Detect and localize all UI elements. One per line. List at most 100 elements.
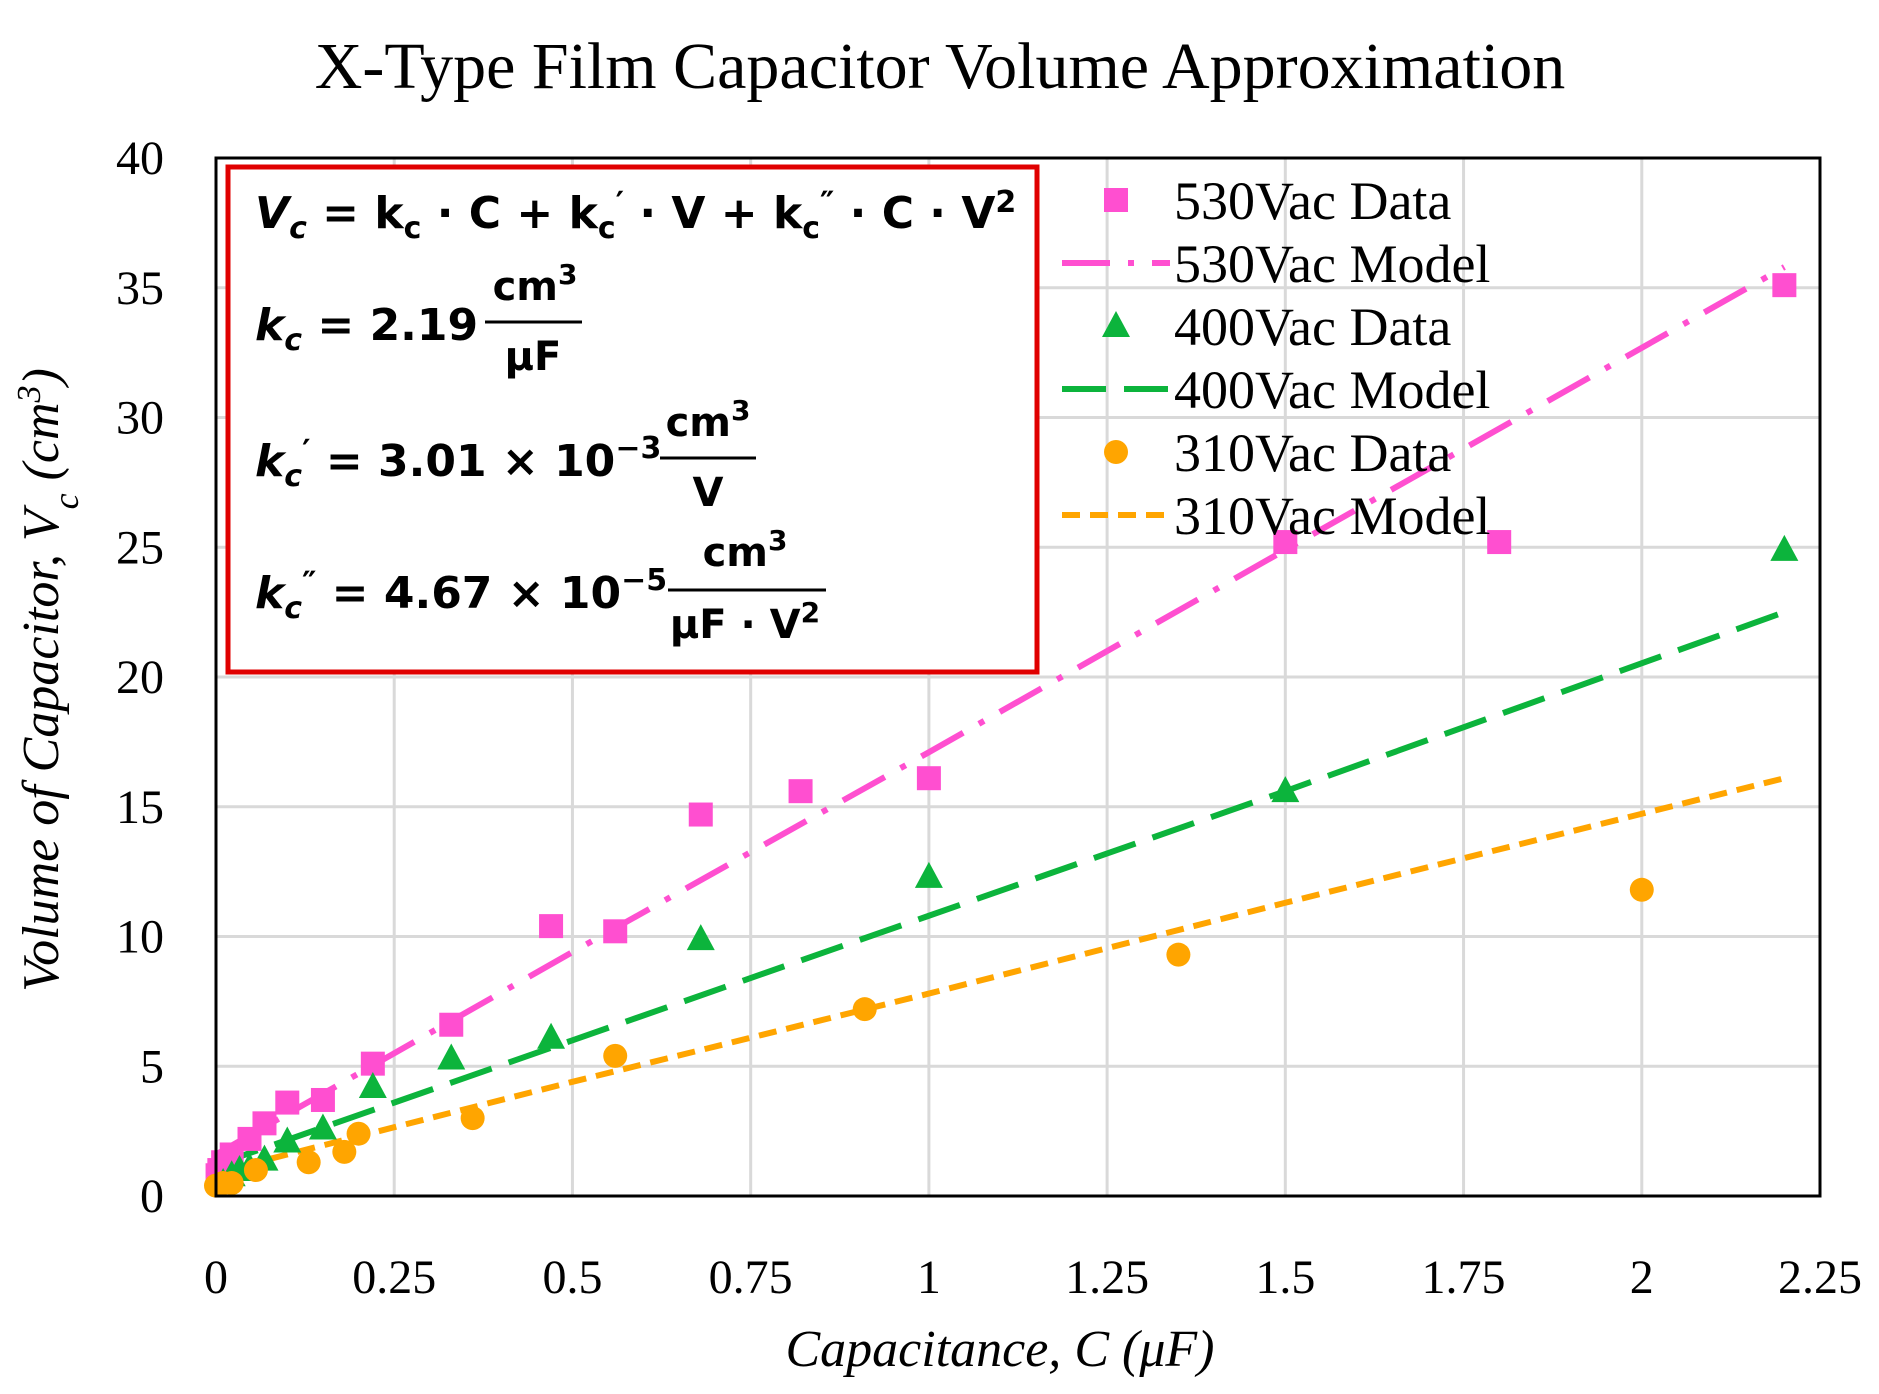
kc-sub: c	[284, 323, 302, 358]
data-point-triangle	[273, 1126, 302, 1153]
legend-label: 310Vac Data	[1174, 423, 1451, 483]
eq-lhs-sub: c	[289, 211, 307, 246]
data-point-square	[539, 914, 564, 939]
kc-num: cm	[493, 264, 558, 310]
model-line-310	[215, 775, 1786, 1176]
legend-marker-square	[1104, 188, 1128, 212]
x-tick-label: 0.75	[709, 1251, 793, 1304]
data-point-circle	[1166, 942, 1191, 967]
kcpp-value: = 4.67 × 10	[316, 568, 621, 619]
plot-frame	[214, 156, 1822, 1198]
kc-value: = 2.19	[302, 300, 478, 351]
data-point-square	[1273, 530, 1298, 555]
data-point-circle	[346, 1121, 371, 1146]
data-point-square	[1487, 530, 1512, 555]
legend-label: 400Vac Data	[1174, 297, 1451, 357]
eq-t3-prime: ″	[820, 184, 834, 222]
y-tick-label: 30	[116, 392, 164, 445]
eq-t2-prime: ′	[616, 184, 624, 222]
y-tick-labels: 0 5 10 15 20 25 30 35 40	[116, 132, 164, 1223]
kc-den: μF	[505, 334, 562, 380]
data-point-triangle	[537, 1022, 566, 1049]
y-axis-label-var: V	[13, 504, 70, 541]
data-point-triangle	[308, 1113, 337, 1140]
y-tick-label: 10	[116, 911, 164, 964]
kc-name: k	[255, 300, 287, 351]
y-tick-label: 0	[140, 1170, 164, 1223]
data-point-circle	[243, 1158, 268, 1183]
data-point-square	[1772, 273, 1797, 298]
x-axis-label-unit: (μF)	[1109, 1321, 1215, 1378]
eq-t3: · C · V	[834, 188, 995, 239]
eq-t3-sub: c	[802, 211, 820, 246]
data-point-triangle	[437, 1043, 466, 1070]
kcpp-num: cm	[703, 530, 768, 576]
x-axis-label-var: C	[1074, 1321, 1110, 1378]
kcp-num-sup: 3	[731, 394, 750, 427]
eq-t3-sup: 2	[995, 185, 1016, 220]
legend-label: 400Vac Model	[1174, 360, 1490, 420]
legend-label: 310Vac Model	[1174, 486, 1490, 546]
x-tick-label: 1	[917, 1251, 941, 1304]
equation-main: Vc = kc · C + kc′ · V + kc″ · C · V2	[255, 184, 1016, 246]
data-point-triangle	[358, 1072, 387, 1099]
equation-kc: kc = 2.19 cm3 μF	[255, 258, 582, 380]
data-point-square	[603, 919, 628, 944]
chart-title: X-Type Film Capacitor Volume Approximati…	[315, 30, 1566, 103]
x-tick-labels: 0 0.25 0.5 0.75 1 1.25 1.5 1.75 2 2.25	[204, 1251, 1862, 1304]
x-tick-label: 0.5	[542, 1251, 602, 1304]
y-axis-label-sub: c	[46, 493, 86, 509]
kcpp-sub: c	[284, 591, 302, 626]
data-point-square	[252, 1111, 277, 1136]
kcp-num: cm	[666, 400, 731, 446]
data-point-circle	[852, 997, 877, 1022]
equation-kc-prime: kc′ = 3.01 × 10−3 cm3 V	[255, 394, 756, 516]
data-point-circle	[460, 1106, 485, 1131]
x-axis-label: Capacitance, C (μF)	[785, 1321, 1214, 1378]
eq-lhs: V	[255, 188, 292, 239]
data-point-square	[916, 766, 941, 791]
data-point-square	[360, 1051, 385, 1076]
y-axis-label: Volume of Capacitor, Vc (cm3)	[11, 368, 87, 992]
x-tick-label: 0.25	[352, 1251, 436, 1304]
y-axis-label-unit-sup: 3	[11, 385, 48, 403]
equation-kc-double-prime: kc″ = 4.67 × 10−5 cm3 μF · V2	[255, 524, 826, 648]
svg-text:cm3: cm3	[703, 524, 788, 576]
data-point-square	[310, 1087, 335, 1112]
eq-t1: · C + k	[421, 188, 599, 239]
y-tick-label: 5	[140, 1040, 164, 1093]
svg-text:kc = 2.19: kc = 2.19	[255, 300, 478, 358]
x-axis-label-main: Capacitance,	[785, 1321, 1074, 1378]
kcp-sub: c	[284, 459, 302, 494]
data-point-square	[439, 1012, 464, 1037]
eq-t2-sub: c	[598, 211, 616, 246]
x-tick-label: 1.75	[1422, 1251, 1506, 1304]
x-tick-label: 1.25	[1065, 1251, 1149, 1304]
x-tick-label: 2	[1630, 1251, 1654, 1304]
data-point-triangle	[686, 924, 715, 951]
y-tick-label: 20	[116, 651, 164, 704]
kcpp-name: k	[255, 568, 287, 619]
legend-label: 530Vac Model	[1174, 234, 1490, 294]
svg-text:μF · V2: μF · V2	[670, 596, 820, 648]
kcpp-den-sup: 2	[801, 596, 820, 629]
legend-label: 530Vac Data	[1174, 171, 1451, 231]
data-point-triangle	[1271, 776, 1300, 803]
data-point-circle	[219, 1171, 244, 1196]
kcpp-prime: ″	[302, 564, 316, 602]
y-axis-label-unit-open: (cm	[13, 402, 70, 493]
data-point-square	[688, 802, 713, 827]
legend-marker-circle	[1104, 440, 1128, 464]
x-tick-label: 0	[204, 1251, 228, 1304]
kcp-name: k	[255, 436, 287, 487]
kcp-prime: ′	[302, 432, 310, 470]
data-point-square	[275, 1090, 300, 1115]
y-axis-label-unit-close: )	[13, 368, 70, 388]
kc-num-sup: 3	[558, 258, 577, 291]
kcpp-exp: −5	[621, 563, 667, 598]
data-point-circle	[296, 1150, 321, 1175]
eq-t1-sub: c	[404, 211, 422, 246]
eq-t2: · V + k	[624, 188, 804, 239]
eq-rhs-prefix: = k	[307, 188, 406, 239]
